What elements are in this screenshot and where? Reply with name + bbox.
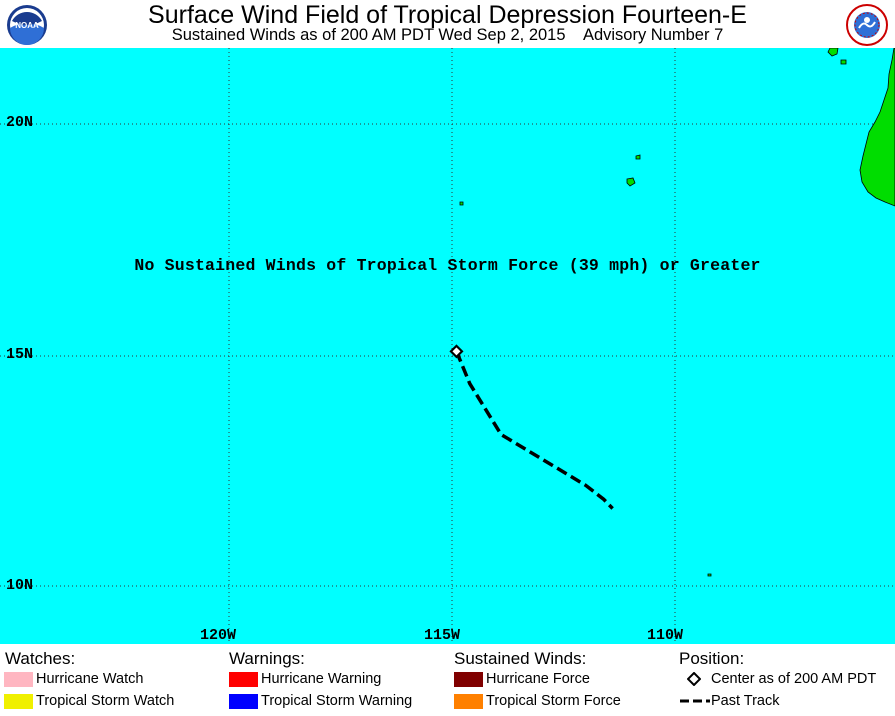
legend: Watches: Warnings: Sustained Winds: Posi… — [0, 644, 895, 716]
tropical-storm-force-swatch — [454, 694, 483, 709]
legend-item-hurricane-watch: Hurricane Watch — [4, 670, 224, 690]
legend-heading-winds: Sustained Winds: — [454, 649, 587, 668]
page-title: Surface Wind Field of Tropical Depressio… — [148, 1, 747, 29]
island-small-1 — [840, 59, 847, 65]
legend-item-tropical-storm-watch: Tropical Storm Watch — [4, 692, 224, 712]
baja-tip — [827, 48, 839, 57]
land-areas — [459, 48, 895, 577]
legend-label: Hurricane Force — [486, 671, 590, 687]
hurricane-force-swatch — [454, 672, 483, 687]
clipperton-island — [707, 573, 712, 577]
lon-label-110w: 110W — [647, 627, 684, 644]
legend-item-center: Center as of 200 AM PDT — [679, 670, 893, 690]
legend-label: Tropical Storm Watch — [36, 693, 175, 709]
lat-label-15n: 15N — [6, 346, 34, 363]
legend-label: Hurricane Warning — [261, 671, 382, 687]
lon-label-115w: 115W — [424, 627, 461, 644]
socorro-island — [626, 177, 636, 187]
past-track-line — [454, 350, 614, 510]
legend-item-tropical-storm-force: Tropical Storm Force — [454, 692, 674, 712]
legend-item-tropical-storm-warning: Tropical Storm Warning — [229, 692, 449, 712]
hurricane-warning-swatch — [229, 672, 258, 687]
noaa-logo: NOAA — [6, 4, 48, 46]
lon-label-120w: 120W — [200, 627, 237, 644]
storm-center-diamond — [449, 344, 464, 359]
mexico-coastline — [859, 48, 895, 207]
map-canvas — [0, 48, 895, 644]
legend-label: Tropical Storm Warning — [261, 693, 413, 709]
tropical-storm-warning-swatch — [229, 694, 258, 709]
legend-item-past-track: Past Track — [679, 692, 893, 712]
legend-label: Tropical Storm Force — [486, 693, 621, 709]
lat-lon-grid — [0, 48, 895, 644]
national-weather-service-logo — [846, 4, 888, 46]
legend-label: Past Track — [711, 693, 780, 709]
hurricane-watch-swatch — [4, 672, 33, 687]
page-subtitle: Sustained Winds as of 200 AM PDT Wed Sep… — [171, 26, 724, 44]
lat-label-10n: 10N — [6, 577, 34, 594]
legend-item-hurricane-force: Hurricane Force — [454, 670, 674, 690]
header: NOAA Surface Wind Field of Tropical Depr… — [0, 0, 895, 48]
wind-status-note: No Sustained Winds of Tropical Storm For… — [134, 256, 761, 275]
svg-text:NOAA: NOAA — [15, 21, 39, 30]
dashed-line-icon — [680, 699, 710, 703]
legend-label: Hurricane Watch — [36, 671, 144, 687]
lat-label-20n: 20N — [6, 114, 34, 131]
legend-heading-position: Position: — [679, 649, 745, 668]
legend-heading-watches: Watches: — [5, 649, 76, 668]
diamond-icon — [687, 672, 701, 686]
legend-item-hurricane-warning: Hurricane Warning — [229, 670, 449, 690]
clarion-island — [635, 154, 641, 160]
legend-label: Center as of 200 AM PDT — [711, 671, 877, 687]
tropical-storm-watch-swatch — [4, 694, 33, 709]
roca-partida — [459, 201, 464, 206]
map-panel: 20N 15N 10N 120W 115W 110W No Sustained … — [0, 48, 895, 644]
legend-heading-warnings: Warnings: — [229, 649, 305, 668]
